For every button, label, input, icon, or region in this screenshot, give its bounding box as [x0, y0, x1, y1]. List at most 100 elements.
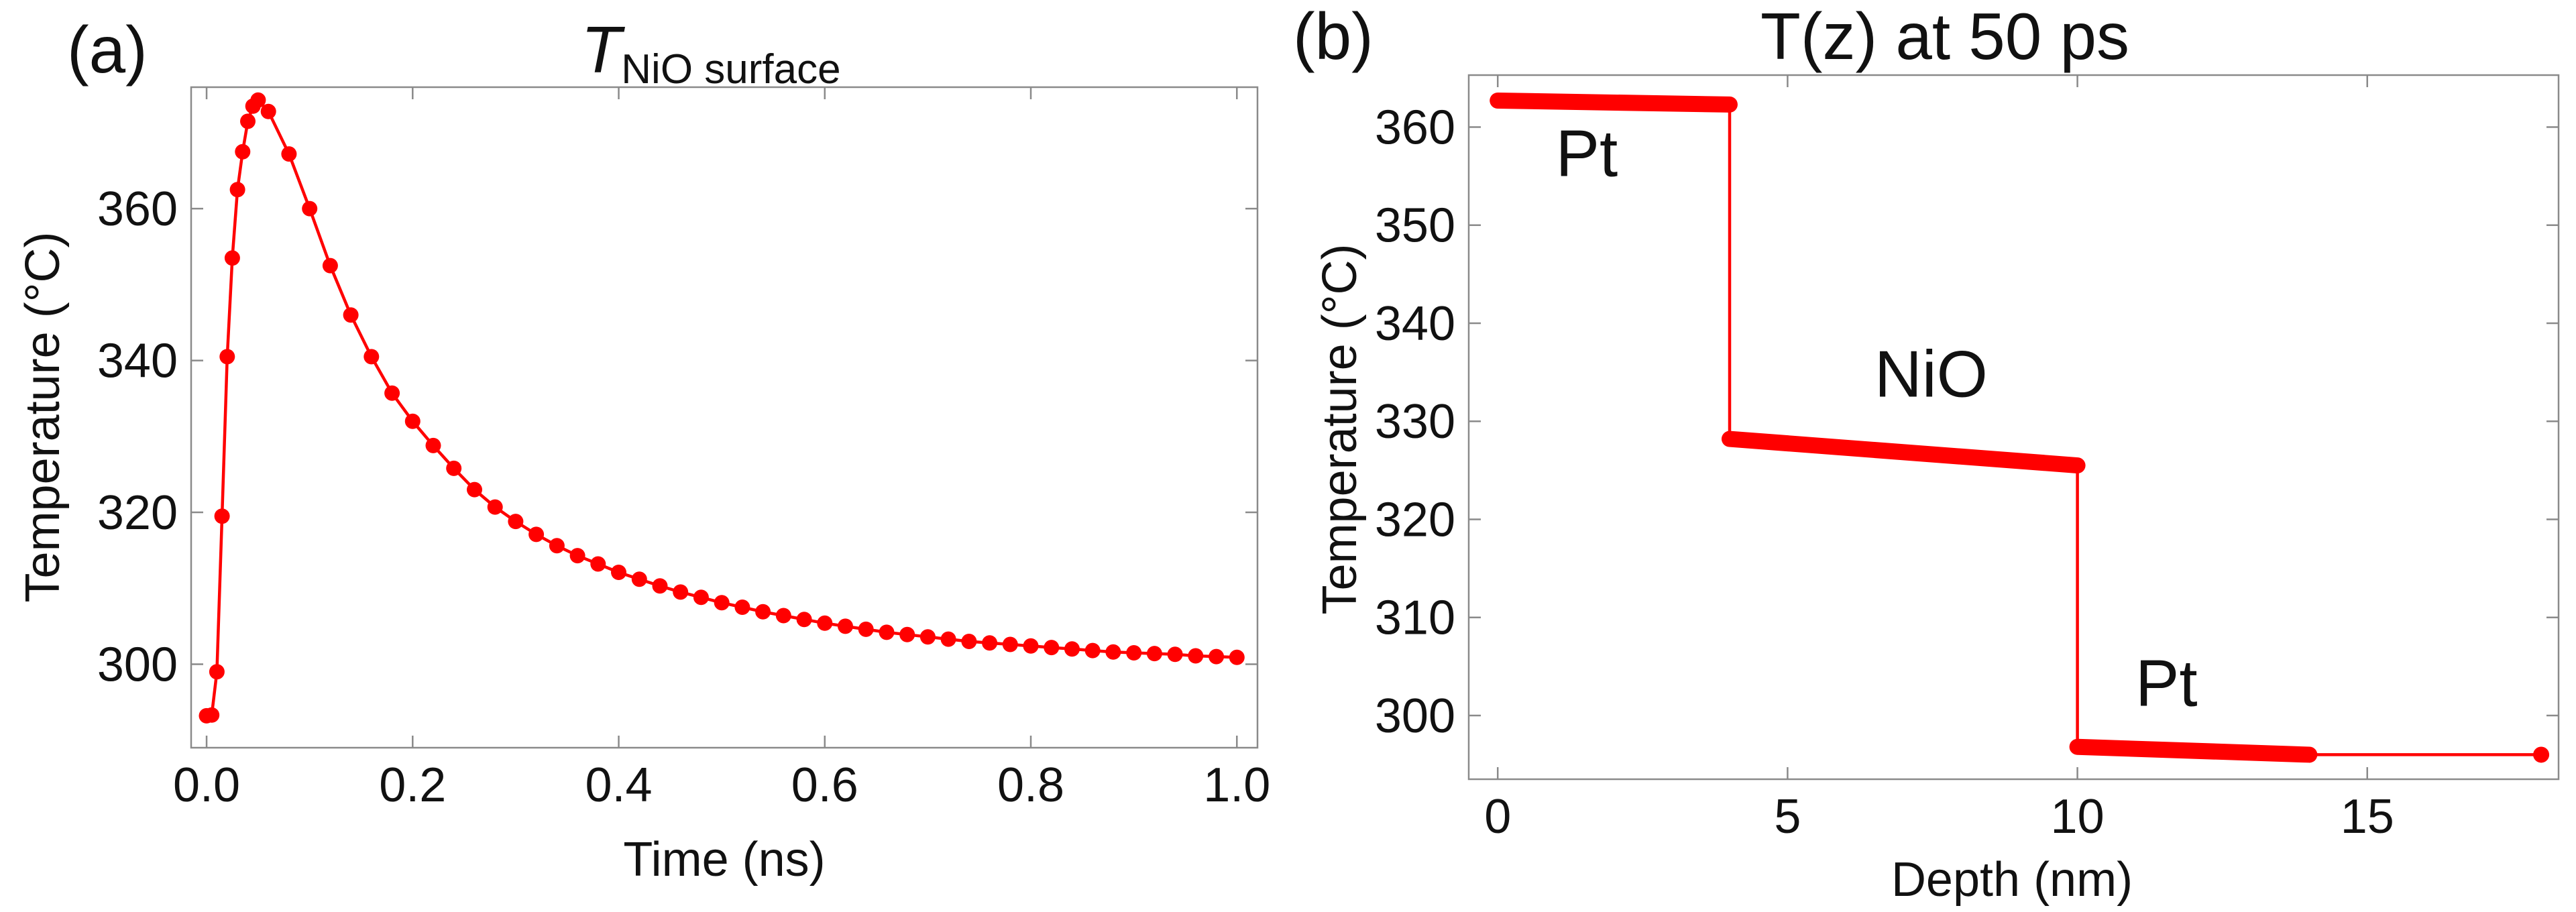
- data-point: [940, 631, 956, 647]
- data-point: [817, 615, 833, 631]
- panel-a-title: TNiO surface: [581, 13, 840, 93]
- data-point: [528, 526, 545, 543]
- data-point: [487, 499, 503, 515]
- data-point: [343, 307, 359, 323]
- layer-annotation: Pt: [1556, 117, 1618, 190]
- data-point: [879, 624, 895, 640]
- data-point: [734, 600, 750, 615]
- y-tick-label: 300: [1375, 689, 1455, 743]
- y-tick-label: 300: [97, 638, 178, 691]
- data-point: [693, 589, 709, 606]
- data-point: [858, 621, 874, 637]
- data-point: [1084, 642, 1101, 659]
- panel-a-title-sub: NiO surface: [621, 46, 840, 93]
- layer-segment: [1490, 93, 1738, 113]
- layer-annotation: Pt: [2135, 646, 2198, 720]
- data-point: [250, 92, 266, 108]
- data-point: [1023, 638, 1039, 654]
- layer-segment: [1721, 431, 2086, 474]
- panel-b-depth-profile: (b) T(z) at 50 ps 0 5 10 15 300 310 320 330 340 3…: [1293, 0, 2560, 907]
- panel-b-series: [1490, 93, 2550, 763]
- layer-annotation: NiO: [1874, 337, 1988, 411]
- data-point: [1126, 645, 1142, 661]
- data-point: [714, 595, 730, 611]
- data-point: [919, 629, 936, 645]
- data-point: [260, 103, 276, 119]
- panel-b-ticks: 0 5 10 15 300 310 320 330 340 350 360: [1375, 75, 2559, 844]
- data-point: [322, 258, 338, 274]
- y-tick-label: 360: [1375, 101, 1455, 155]
- data-point: [214, 508, 230, 524]
- data-point: [1146, 646, 1162, 662]
- panel-b-annotations: Pt NiO Pt: [1556, 117, 2198, 720]
- panel-b-y-axis-label: Temperature (°C): [1313, 244, 1367, 615]
- panel-label-a: (a): [67, 13, 148, 87]
- data-point: [775, 608, 791, 624]
- panel-label-b: (b): [1293, 0, 1374, 73]
- data-point: [281, 146, 297, 162]
- x-tick-label: 0.4: [585, 758, 652, 812]
- x-tick-label: 0.6: [791, 758, 858, 812]
- data-point: [1229, 649, 1245, 665]
- data-point: [425, 437, 441, 453]
- x-tick-label: 1.0: [1203, 758, 1270, 812]
- data-point: [1167, 646, 1183, 663]
- end-point: [2533, 746, 2550, 763]
- x-tick-label: 5: [1774, 790, 1801, 844]
- data-point: [240, 113, 256, 129]
- y-tick-label: 340: [97, 335, 178, 388]
- y-tick-label: 350: [1375, 199, 1455, 253]
- panel-a-plot-frame: [190, 86, 1259, 749]
- data-point: [569, 548, 585, 564]
- data-point: [1105, 644, 1121, 660]
- data-point: [1064, 641, 1080, 657]
- y-tick-label: 310: [1375, 591, 1455, 645]
- series-line: [206, 98, 1237, 718]
- data-point: [235, 144, 251, 160]
- data-point: [229, 182, 245, 198]
- x-tick-label: 10: [2051, 790, 2105, 844]
- data-point: [590, 556, 606, 572]
- x-tick-label: 0.2: [379, 758, 446, 812]
- y-tick-label: 340: [1375, 297, 1455, 351]
- x-tick-label: 0.0: [173, 758, 240, 812]
- data-point: [652, 578, 668, 594]
- data-point: [838, 618, 853, 634]
- y-tick-label: 360: [97, 182, 178, 236]
- data-point: [961, 634, 977, 649]
- data-point: [899, 626, 915, 642]
- data-point: [1002, 636, 1018, 652]
- panel-a-series: [199, 92, 1245, 724]
- data-point: [446, 460, 462, 476]
- data-point: [204, 707, 220, 723]
- data-point: [467, 481, 482, 498]
- panel-b-title: T(z) at 50 ps: [1760, 0, 2129, 73]
- data-point: [1188, 648, 1204, 664]
- panel-a-ticks: 0.0 0.2 0.4 0.6 0.8 1.0 300 320 340 360: [97, 87, 1270, 812]
- panel-a-x-axis-label: Time (ns): [623, 833, 825, 887]
- y-tick-label: 320: [97, 486, 178, 540]
- data-point: [755, 604, 771, 620]
- x-tick-label: 15: [2341, 790, 2394, 844]
- panel-a-y-axis-label: Temperature (°C): [16, 232, 70, 603]
- y-tick-label: 330: [1375, 395, 1455, 449]
- data-point: [404, 413, 421, 429]
- y-tick-label: 320: [1375, 493, 1455, 547]
- data-point: [673, 584, 689, 600]
- layer-segment: [2069, 738, 2318, 763]
- data-point: [209, 664, 225, 680]
- data-point: [796, 612, 812, 628]
- data-point: [982, 635, 998, 651]
- panel-a-title-main: T: [581, 13, 625, 87]
- panel-b-x-axis-label: Depth (nm): [1891, 853, 2133, 907]
- data-point: [219, 349, 235, 365]
- data-point: [363, 349, 380, 365]
- panel-a-time-trace: (a) TNiO surface 0.0 0.2 0.4 0.6 0.8 1.0 300 32…: [16, 13, 1270, 887]
- x-tick-label: 0: [1484, 790, 1511, 844]
- data-point: [611, 565, 626, 580]
- data-point: [508, 514, 524, 530]
- x-tick-label: 0.8: [997, 758, 1064, 812]
- data-point: [224, 250, 240, 266]
- series-line: [1498, 99, 2542, 756]
